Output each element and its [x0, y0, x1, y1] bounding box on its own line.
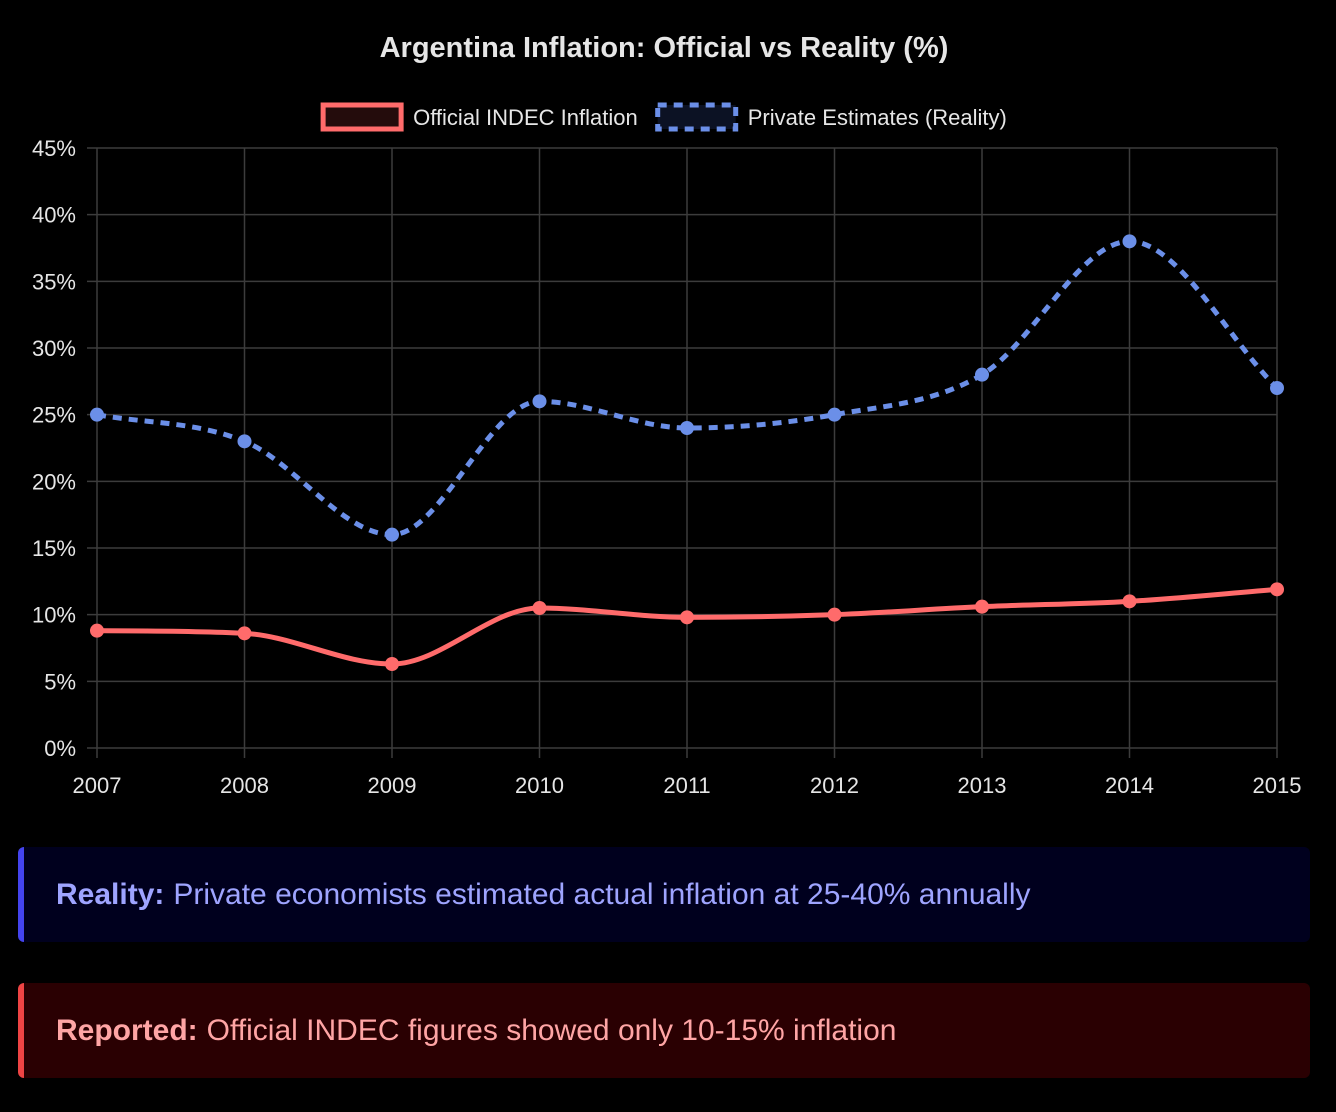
data-point[interactable]: [385, 527, 399, 542]
legend-swatch: [320, 102, 404, 132]
data-point[interactable]: [90, 623, 104, 638]
legend-item[interactable]: Private Estimates (Reality): [655, 102, 1007, 132]
x-tick-label: 2012: [810, 773, 859, 798]
x-tick-label: 2008: [220, 773, 269, 798]
inflation-chart: Argentina Inflation: Official vs Reality…: [32, 32, 1302, 798]
reported-callout: Reported: Official INDEC figures showed …: [18, 983, 1310, 1078]
reported-callout-label: Reported:: [56, 1013, 198, 1047]
y-tick-label: 45%: [32, 136, 76, 161]
data-point[interactable]: [975, 367, 989, 382]
x-tick-label: 2015: [1253, 773, 1302, 798]
y-tick-label: 15%: [32, 536, 76, 561]
legend-swatch: [655, 102, 739, 132]
data-point[interactable]: [1270, 381, 1284, 395]
y-tick-label: 35%: [32, 269, 76, 294]
data-point[interactable]: [1122, 594, 1137, 609]
y-tick-label: 40%: [32, 203, 76, 228]
reported-callout-text: Official INDEC figures showed only 10-15…: [206, 1013, 897, 1047]
x-tick-label: 2014: [1105, 773, 1154, 798]
series-line: [96, 238, 1279, 538]
data-point[interactable]: [1270, 582, 1284, 597]
data-point[interactable]: [385, 657, 399, 671]
data-point[interactable]: [532, 394, 547, 409]
data-point[interactable]: [680, 610, 694, 625]
chart-svg: Argentina Inflation: Official vs Reality…: [32, 32, 1302, 798]
data-point[interactable]: [1122, 234, 1137, 249]
data-point[interactable]: [90, 407, 104, 422]
y-tick-label: 30%: [32, 336, 76, 361]
y-tick-label: 5%: [44, 669, 76, 694]
reality-callout: Reality: Private economists estimated ac…: [18, 847, 1310, 942]
data-point[interactable]: [237, 626, 252, 641]
data-point[interactable]: [827, 607, 842, 622]
data-point[interactable]: [680, 421, 694, 435]
data-point[interactable]: [827, 407, 842, 422]
x-tick-label: 2007: [73, 773, 122, 798]
chart-title: Argentina Inflation: Official vs Reality…: [380, 32, 949, 64]
x-tick-label: 2011: [663, 773, 710, 798]
legend-item[interactable]: Official INDEC Inflation: [320, 102, 638, 132]
reality-callout-label: Reality:: [56, 877, 165, 911]
reality-callout-text: Private economists estimated actual infl…: [173, 877, 1031, 911]
chart-grid: [87, 147, 1278, 758]
chart-legend[interactable]: Official INDEC Inflation Private Estimate…: [320, 102, 1007, 132]
data-point[interactable]: [532, 601, 547, 615]
y-axis: 0% 5% 10% 15% 20% 25% 30% 35% 40% 45%: [32, 136, 76, 761]
y-tick-label: 10%: [32, 603, 76, 628]
series-points[interactable]: [90, 234, 1284, 671]
legend-label: Official INDEC Inflation: [413, 105, 638, 130]
x-axis: 2007 2008 2009 2010 2011 2012 2013 2014 2015: [73, 773, 1302, 798]
y-tick-label: 0%: [44, 736, 76, 761]
x-tick-label: 2013: [958, 773, 1007, 798]
legend-label: Private Estimates (Reality): [748, 105, 1007, 130]
y-tick-label: 20%: [32, 469, 76, 494]
y-tick-label: 25%: [32, 403, 76, 428]
x-tick-label: 2010: [515, 773, 564, 798]
data-point[interactable]: [975, 599, 989, 614]
data-point[interactable]: [237, 434, 252, 449]
x-tick-label: 2009: [368, 773, 417, 798]
